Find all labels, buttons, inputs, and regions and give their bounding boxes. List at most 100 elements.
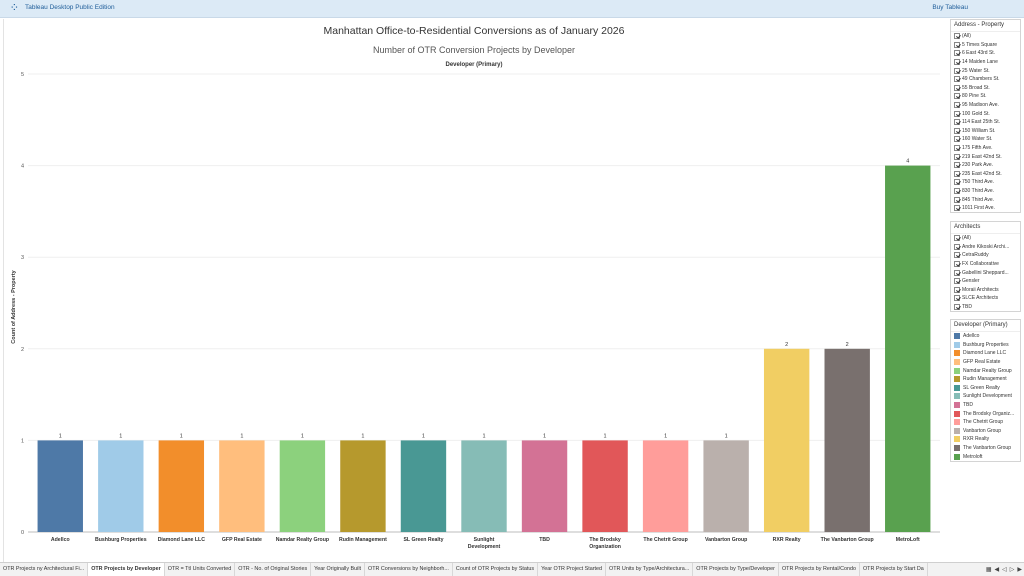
checkbox-checked-icon[interactable] xyxy=(954,33,960,40)
checkbox-checked-icon[interactable] xyxy=(954,179,960,186)
sheet-tab[interactable]: Year OTR Project Started xyxy=(538,563,607,576)
legend-item[interactable]: Diamond Lane LLC xyxy=(951,349,1020,358)
legend-item[interactable]: Vanbarton Group xyxy=(951,427,1020,436)
sheet-tab[interactable]: Count of OTR Projects by Status xyxy=(453,563,539,576)
sheet-tab[interactable]: OTR Projects by Developer xyxy=(88,563,165,576)
address-filter-item[interactable]: 80 Pine St. xyxy=(951,92,1020,101)
address-filter-item[interactable]: 830 Third Ave. xyxy=(951,187,1020,196)
checkbox-checked-icon[interactable] xyxy=(954,235,960,242)
legend-item[interactable]: The Brodsky Organiz... xyxy=(951,409,1020,418)
sheet-tab[interactable]: OTR = Ttl Units Converted xyxy=(165,563,236,576)
address-filter-item[interactable]: 55 Broad St. xyxy=(951,84,1020,93)
address-filter-item[interactable]: (All) xyxy=(951,32,1020,41)
legend-item[interactable]: Sunlight Development xyxy=(951,392,1020,401)
checkbox-checked-icon[interactable] xyxy=(954,145,960,152)
checkbox-checked-icon[interactable] xyxy=(954,76,960,83)
legend-item[interactable]: The Vanbarton Group xyxy=(951,444,1020,453)
address-filter-item[interactable]: 845 Third Ave. xyxy=(951,195,1020,204)
address-filter-item[interactable]: 49 Chambers St. xyxy=(951,75,1020,84)
legend-item[interactable]: SL Green Realty xyxy=(951,384,1020,393)
checkbox-checked-icon[interactable] xyxy=(954,304,960,311)
checkbox-checked-icon[interactable] xyxy=(954,278,960,285)
bar[interactable] xyxy=(885,165,931,532)
legend-item[interactable]: The Chetrit Group xyxy=(951,418,1020,427)
architect-filter-item[interactable]: Gabellini Sheppard... xyxy=(951,268,1020,277)
first-sheet-icon[interactable]: ◀ xyxy=(994,567,1000,573)
bar[interactable] xyxy=(340,440,386,532)
architect-filter-item[interactable]: FX Collaborative xyxy=(951,260,1020,269)
sheet-tab[interactable]: Year Originally Built xyxy=(311,563,366,576)
address-filter-item[interactable]: 750 Third Ave. xyxy=(951,178,1020,187)
bar[interactable] xyxy=(158,440,205,532)
legend-item[interactable]: GFP Real Estate xyxy=(951,358,1020,367)
bar[interactable] xyxy=(824,348,870,532)
architect-filter-item[interactable]: (All) xyxy=(951,234,1020,243)
address-filter-item[interactable]: 219 East 42nd St. xyxy=(951,152,1020,161)
checkbox-checked-icon[interactable] xyxy=(954,205,960,212)
checkbox-checked-icon[interactable] xyxy=(954,110,960,117)
address-filter-item[interactable]: 5 Times Square xyxy=(951,41,1020,50)
checkbox-checked-icon[interactable] xyxy=(954,153,960,160)
checkbox-checked-icon[interactable] xyxy=(954,127,960,134)
checkbox-checked-icon[interactable] xyxy=(954,252,960,259)
checkbox-checked-icon[interactable] xyxy=(954,261,960,268)
address-filter-item[interactable]: 6 East 43rd St. xyxy=(951,49,1020,58)
address-filter-item[interactable]: 114 East 25th St. xyxy=(951,118,1020,127)
address-filter-item[interactable]: 175 Fifth Ave. xyxy=(951,144,1020,153)
architect-filter-item[interactable]: TBD xyxy=(951,303,1020,312)
legend-item[interactable]: Metroloft xyxy=(951,452,1020,461)
sheet-tab[interactable]: OTR Projects by Type/Developer xyxy=(693,563,779,576)
legend-item[interactable]: Bushburg Properties xyxy=(951,341,1020,350)
legend-item[interactable]: Adellco xyxy=(951,332,1020,341)
checkbox-checked-icon[interactable] xyxy=(954,286,960,293)
checkbox-checked-icon[interactable] xyxy=(954,243,960,250)
checkbox-checked-icon[interactable] xyxy=(954,196,960,203)
bar[interactable] xyxy=(279,440,326,532)
bar[interactable] xyxy=(400,440,447,532)
address-filter-item[interactable]: 230 Park Ave. xyxy=(951,161,1020,170)
checkbox-checked-icon[interactable] xyxy=(954,170,960,177)
checkbox-checked-icon[interactable] xyxy=(954,295,960,302)
bar[interactable] xyxy=(98,440,144,532)
architect-filter-item[interactable]: CetraRuddy xyxy=(951,251,1020,260)
address-filter-item[interactable]: 25 Water St. xyxy=(951,66,1020,75)
address-filter-item[interactable]: 1011 First Ave. xyxy=(951,204,1020,213)
address-filter-item[interactable]: 95 Madison Ave. xyxy=(951,101,1020,110)
bar[interactable] xyxy=(582,440,628,532)
next-sheet-icon[interactable]: ▷ xyxy=(1009,567,1015,573)
architect-filter-item[interactable]: Andre Kikoski Archi... xyxy=(951,243,1020,252)
checkbox-checked-icon[interactable] xyxy=(954,50,960,57)
architect-filter-item[interactable]: SLCE Architects xyxy=(951,294,1020,303)
checkbox-checked-icon[interactable] xyxy=(954,162,960,169)
sheet-tab[interactable]: OTR Conversions by Neighborh... xyxy=(365,563,453,576)
checkbox-checked-icon[interactable] xyxy=(954,84,960,91)
architect-filter-item[interactable]: Gensler xyxy=(951,277,1020,286)
architect-filter-item[interactable]: Moraii Architects xyxy=(951,286,1020,295)
last-sheet-icon[interactable]: ▶ xyxy=(1017,567,1022,573)
sheet-tab[interactable]: OTR Units by Type/Architectura... xyxy=(606,563,694,576)
checkbox-checked-icon[interactable] xyxy=(954,93,960,100)
address-filter-item[interactable]: 100 Gold St. xyxy=(951,109,1020,118)
bar-chart[interactable]: 0 1 2 3 4 5 Count of Address - Property 1 Adellc… xyxy=(3,19,945,562)
checkbox-checked-icon[interactable] xyxy=(954,269,960,276)
checkbox-checked-icon[interactable] xyxy=(954,67,960,74)
legend-item[interactable]: Rudin Management xyxy=(951,375,1020,384)
bar[interactable] xyxy=(37,440,83,532)
checkbox-checked-icon[interactable] xyxy=(954,102,960,109)
address-filter-item[interactable]: 14 Maiden Lane xyxy=(951,58,1020,67)
bar[interactable] xyxy=(521,440,568,532)
address-filter-item[interactable]: 235 East 42nd St. xyxy=(951,170,1020,179)
checkbox-checked-icon[interactable] xyxy=(954,187,960,194)
bar[interactable] xyxy=(642,440,689,532)
legend-item[interactable]: TBD xyxy=(951,401,1020,410)
buy-tableau-link[interactable]: Buy Tableau xyxy=(932,4,968,11)
checkbox-checked-icon[interactable] xyxy=(954,136,960,143)
checkbox-checked-icon[interactable] xyxy=(954,59,960,66)
address-filter-item[interactable]: 150 William St. xyxy=(951,127,1020,136)
grid-view-icon[interactable]: ▦ xyxy=(985,567,992,573)
bar[interactable] xyxy=(461,440,507,532)
checkbox-checked-icon[interactable] xyxy=(954,41,960,48)
address-filter-item[interactable]: 160 Water St. xyxy=(951,135,1020,144)
bar[interactable] xyxy=(219,440,265,532)
sheet-tab[interactable]: OTR - No. of Original Stories xyxy=(235,563,312,576)
